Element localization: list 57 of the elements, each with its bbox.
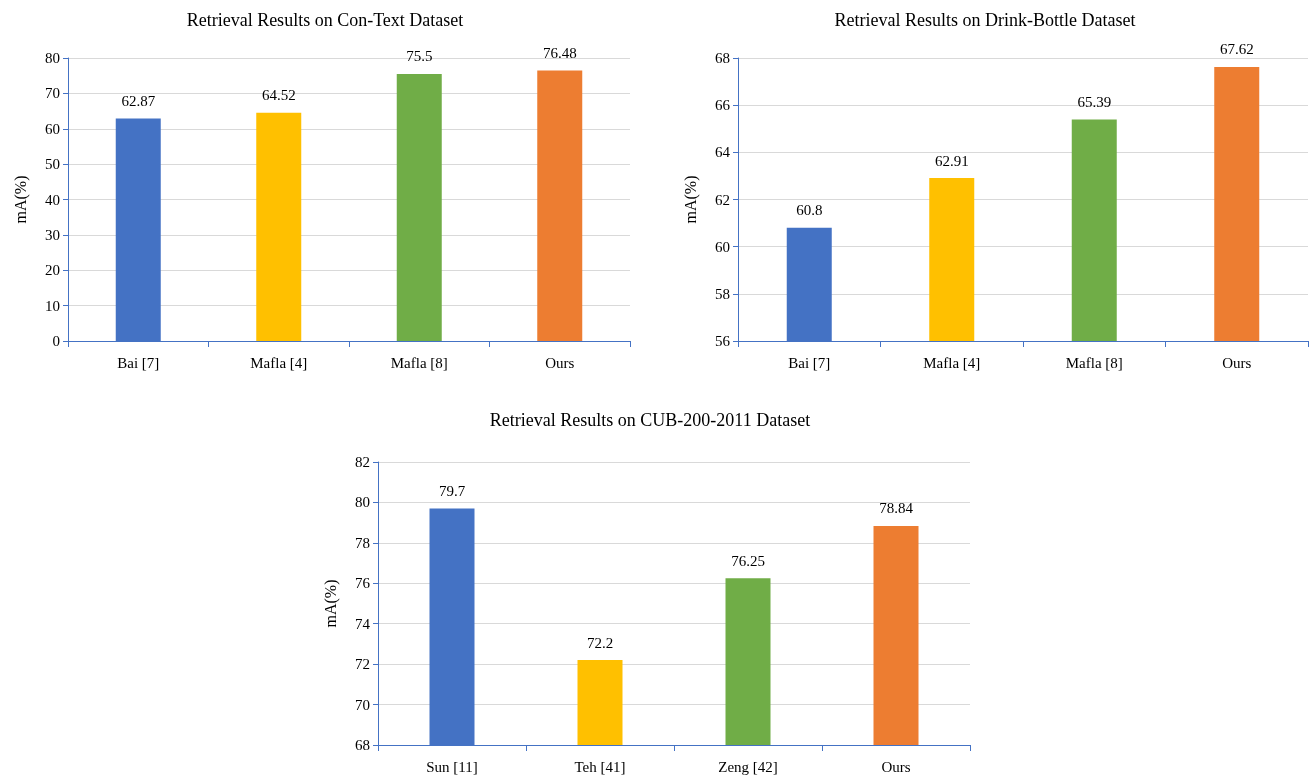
chart-title: Retrieval Results on Drink-Bottle Dataset <box>834 10 1136 30</box>
y-tick-label: 68 <box>715 50 730 66</box>
y-tick-label: 74 <box>355 615 371 632</box>
y-tick-label: 80 <box>45 50 60 66</box>
y-axis-title: mA(%) <box>11 175 30 224</box>
y-tick-label: 78 <box>355 534 370 551</box>
y-tick-label: 0 <box>52 333 60 349</box>
data-label: 75.5 <box>406 48 433 65</box>
y-tick-label: 20 <box>45 262 60 279</box>
bar <box>537 70 583 341</box>
y-axis-title: mA(%) <box>321 579 340 628</box>
data-label: 72.2 <box>586 634 614 651</box>
x-tick-label: Zeng [42] <box>718 758 778 775</box>
data-label: 65.39 <box>1077 94 1112 111</box>
y-tick-label: 76 <box>355 575 371 592</box>
y-tick-label: 50 <box>45 156 60 173</box>
data-label: 78.84 <box>879 500 914 517</box>
y-tick-label: 56 <box>715 333 731 349</box>
y-tick-label: 80 <box>355 494 370 511</box>
y-tick-label: 72 <box>355 656 370 673</box>
data-label: 62.91 <box>934 152 969 169</box>
x-tick-label: Sun [11] <box>426 758 478 775</box>
data-label: 62.87 <box>121 93 156 110</box>
data-label: 76.48 <box>542 44 577 61</box>
y-tick-label: 70 <box>45 85 60 102</box>
y-tick-label: 30 <box>45 226 60 243</box>
y-tick-label: 60 <box>45 120 60 137</box>
x-tick-label: Mafla [4] <box>250 354 308 371</box>
chart-title: Retrieval Results on CUB-200-2011 Dataset <box>489 410 811 430</box>
y-tick-label: 64 <box>715 144 731 161</box>
y-tick-label: 62 <box>715 191 730 208</box>
bar <box>256 112 302 341</box>
chart-title: Retrieval Results on Con-Text Dataset <box>186 10 464 30</box>
x-tick-label: Ours <box>1222 354 1252 371</box>
y-axis-title: mA(%) <box>681 175 700 224</box>
data-label: 76.25 <box>731 552 765 569</box>
y-tick-label: 10 <box>45 297 60 314</box>
y-tick-label: 68 <box>355 737 370 753</box>
data-label: 67.62 <box>1219 41 1254 58</box>
x-tick-label: Bai [7] <box>117 354 160 371</box>
bar <box>396 73 442 341</box>
x-tick-label: Bai [7] <box>788 354 831 371</box>
x-tick-label: Mafla [8] <box>1065 354 1123 371</box>
x-tick-label: Ours <box>545 354 575 371</box>
y-tick-label: 58 <box>715 285 730 302</box>
x-tick-label: Teh [41] <box>574 758 626 775</box>
y-tick-label: 40 <box>45 191 60 208</box>
x-tick-label: Ours <box>881 758 911 775</box>
y-tick-label: 70 <box>355 696 370 713</box>
x-tick-label: Mafla [8] <box>390 354 448 371</box>
y-tick-label: 60 <box>715 238 730 255</box>
data-label: 64.52 <box>261 87 296 104</box>
x-tick-label: Mafla [4] <box>923 354 981 371</box>
data-label: 60.8 <box>796 202 823 219</box>
data-label: 79.7 <box>438 482 466 499</box>
y-tick-label: 82 <box>355 454 370 470</box>
y-tick-label: 66 <box>715 97 731 114</box>
